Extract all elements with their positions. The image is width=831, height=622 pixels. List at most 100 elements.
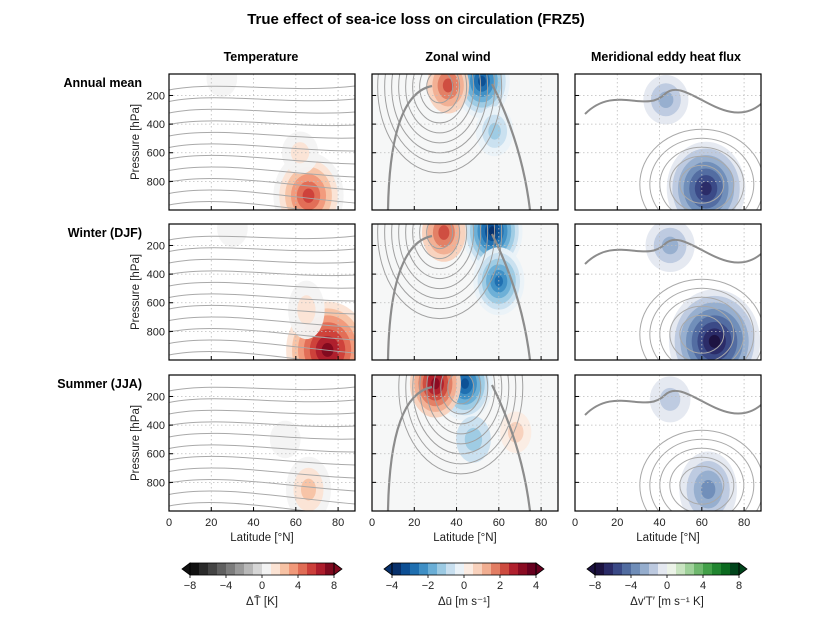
temperature-isoline	[169, 201, 310, 210]
temperature-isoline	[169, 502, 310, 511]
zero-flux-line	[584, 389, 761, 416]
heat-flux-isoline	[669, 155, 735, 210]
column-title: Temperature	[224, 50, 299, 64]
panel	[574, 73, 762, 211]
zero-wind-line	[386, 234, 433, 360]
anomaly-contour-fill	[659, 387, 681, 411]
x-tick-label: 40	[247, 517, 259, 529]
colorbar-swatch	[199, 563, 209, 575]
temperature-isoline	[169, 120, 355, 127]
y-axis-label: Pressure [hPa]	[130, 104, 142, 180]
jet-isotach	[398, 224, 482, 290]
anomaly-contour-fill	[438, 225, 450, 240]
jet-isotach	[391, 74, 489, 154]
colorbar-swatch	[410, 563, 420, 575]
temperature-isoline	[169, 154, 355, 165]
heat-flux-isoline	[639, 128, 761, 210]
colorbar-swatch	[712, 563, 722, 575]
colorbar-swatch	[730, 563, 740, 575]
colorbars: −8 −4 0 4 8 ΔT̄ [K] −4 −2 0 2 4 Δū [m s⁻¹] −8 −4 0 4 8 Δv…	[181, 562, 748, 608]
colorbar-swatch	[518, 563, 528, 575]
colorbar-swatch	[703, 563, 713, 575]
figure-title: True effect of sea-ice loss on circulati…	[247, 11, 585, 28]
colorbar-swatch	[208, 563, 218, 575]
colorbar-tick-label: 0	[259, 580, 265, 592]
colorbar-swatch	[325, 563, 335, 575]
x-tick-label: 20	[205, 517, 217, 529]
colorbar-swatch	[613, 563, 623, 575]
jet-isotach	[377, 74, 503, 174]
zero-wind-line	[386, 84, 433, 210]
colorbar-swatch	[298, 563, 308, 575]
colorbar-swatch	[316, 563, 326, 575]
y-tick-label: 400	[147, 269, 165, 281]
row-title: Annual mean	[64, 76, 143, 90]
colorbar-swatch	[437, 563, 447, 575]
y-tick-label: 600	[147, 449, 165, 461]
panel-frame	[168, 374, 356, 512]
colorbar-swatch	[235, 563, 245, 575]
colorbar-swatch	[500, 563, 510, 575]
colorbar-swatch	[694, 563, 704, 575]
temperature-isoline	[169, 293, 355, 302]
temperature-isoline	[169, 85, 355, 91]
colorbar-swatch	[464, 563, 474, 575]
colorbar-swatch	[482, 563, 492, 575]
colorbar-swatch	[622, 563, 632, 575]
colorbar-swatch	[631, 563, 641, 575]
x-axis-label: Latitude [°N]	[230, 532, 293, 544]
x-tick-label: 40	[450, 517, 462, 529]
jet-isotach	[412, 74, 468, 124]
anomaly-contour-fill	[700, 480, 716, 500]
panel	[371, 73, 559, 211]
panel: 200 400 600 800 Pressure [hPa] 0 20 40 60 80 Latit…	[130, 374, 356, 544]
anomaly-contour-fill	[302, 188, 315, 203]
colorbar-swatch	[595, 563, 605, 575]
colorbar-tick-label: 4	[533, 580, 539, 592]
colorbar-swatch	[455, 563, 465, 575]
anomaly-contour-fill	[301, 478, 316, 501]
colorbar-tick-label: −8	[184, 580, 197, 592]
y-tick-label: 200	[147, 90, 165, 102]
temperature-isoline	[169, 386, 355, 392]
colorbar-swatch	[401, 563, 411, 575]
x-tick-label: 20	[611, 517, 623, 529]
colorbar-tick-label: 0	[461, 580, 467, 592]
jet-isotach	[412, 224, 468, 270]
colorbar-swatch	[280, 563, 290, 575]
panel: 0 20 40 60 80 Latitude [°N]	[369, 374, 559, 544]
colorbar: −4 −2 0 2 4 Δū [m s⁻¹]	[383, 562, 545, 608]
zero-flux-line	[584, 238, 761, 265]
colorbar-tick-label: 2	[497, 580, 503, 592]
temperature-isoline	[169, 328, 355, 341]
y-tick-label: 200	[147, 391, 165, 403]
colorbar-label: ΔT̄ [K]	[246, 595, 278, 608]
colorbar-tick-label: −8	[589, 580, 602, 592]
panel-frame	[168, 73, 356, 211]
y-tick-label: 400	[147, 420, 165, 432]
colorbar-swatch	[667, 563, 677, 575]
colorbar-swatch	[244, 563, 254, 575]
x-axis-label: Latitude [°N]	[433, 532, 496, 544]
temperature-isoline	[169, 143, 355, 152]
x-tick-label: 80	[738, 517, 750, 529]
panel-frame	[371, 374, 559, 512]
column-titles: Temperature Zonal wind Meridional eddy hea…	[224, 50, 741, 64]
temperature-isoline	[169, 189, 355, 204]
colorbar-label: Δū [m s⁻¹]	[438, 596, 490, 608]
temperature-isoline	[169, 235, 355, 241]
temperature-isoline	[169, 270, 355, 277]
x-tick-label: 60	[290, 517, 302, 529]
colorbar-swatch	[721, 563, 731, 575]
colorbar-swatch	[226, 563, 236, 575]
anomaly-contour-fill	[700, 181, 712, 196]
temperature-isoline	[169, 281, 355, 289]
anomaly-contour-fill	[461, 378, 469, 389]
heat-flux-isoline	[639, 429, 761, 511]
y-tick-label: 800	[147, 326, 165, 338]
colorbar-swatch	[271, 563, 281, 575]
heat-flux-isoline	[669, 305, 735, 360]
anomaly-contour-fill	[708, 334, 721, 348]
